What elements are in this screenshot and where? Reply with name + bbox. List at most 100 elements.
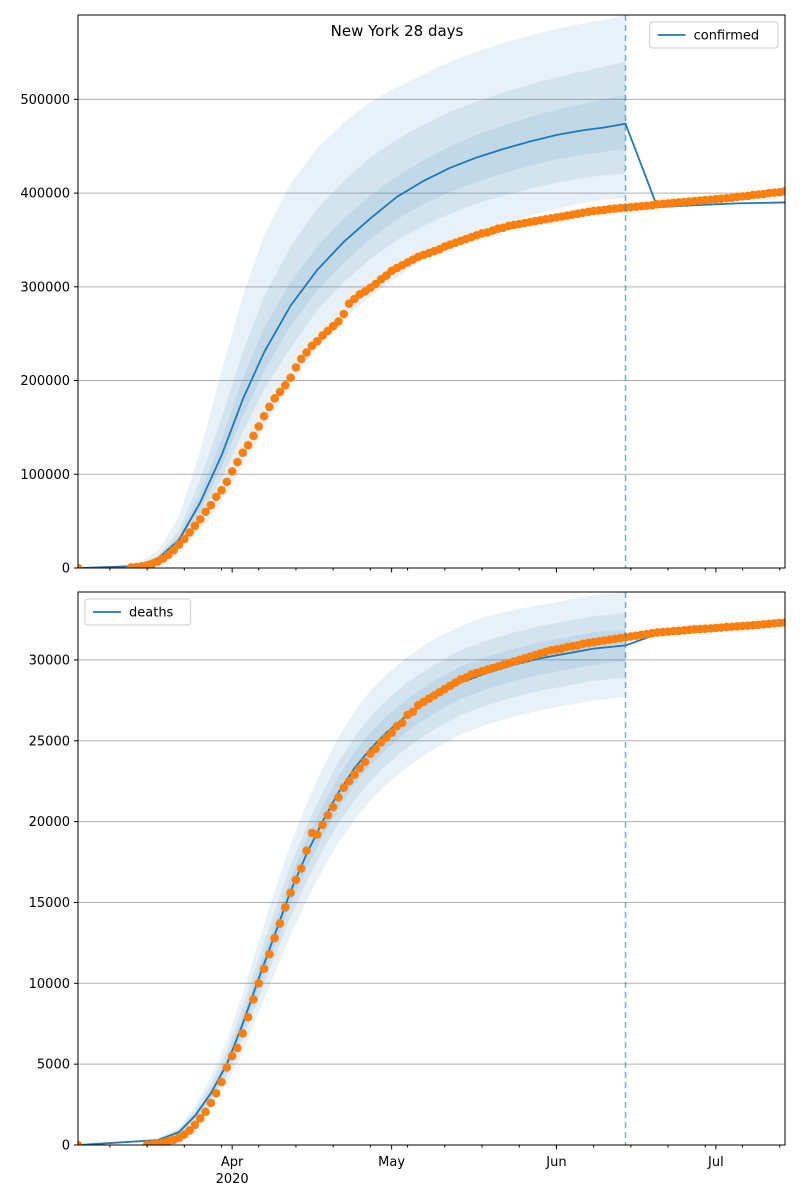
observed-point	[201, 1107, 210, 1117]
observed-point	[201, 507, 210, 517]
y-tick-label: 5000	[37, 1058, 70, 1073]
observed-point	[296, 354, 306, 364]
observed-point	[243, 440, 253, 450]
gridlines	[78, 98, 785, 475]
legend: deaths	[84, 598, 192, 626]
observed-points	[78, 618, 785, 1145]
observed-point	[780, 186, 785, 196]
y-tick-label: 100000	[20, 468, 70, 483]
x-tick-label: May	[378, 1155, 405, 1170]
observed-point	[312, 336, 322, 346]
observed-point	[254, 979, 264, 988]
observed-point	[206, 500, 216, 510]
legend: confirmed	[649, 21, 779, 49]
observed-point	[249, 431, 258, 441]
uncertainty-band-2	[78, 613, 626, 1145]
y-axis: 0 5000 10000 15000 20000 25000 30000	[29, 653, 78, 1154]
observed-point	[206, 1098, 216, 1108]
observed-point	[275, 919, 285, 928]
observed-point	[328, 802, 338, 812]
observed-point	[169, 545, 178, 555]
y-tick-label: 25000	[29, 734, 70, 749]
observed-point	[180, 534, 189, 544]
legend-label: deaths	[129, 606, 174, 621]
gridlines	[78, 659, 785, 1065]
observed-point	[318, 820, 327, 830]
observed-point	[291, 875, 301, 885]
y-tick-label: 30000	[29, 653, 70, 668]
observed-point	[195, 514, 205, 524]
observed-point	[238, 448, 248, 458]
observed-point	[217, 485, 226, 495]
y-tick-label: 10000	[29, 977, 70, 992]
deaths-panel: 0 5000 10000 15000 20000 25000 30000 Apr 2020 May…	[29, 591, 786, 1187]
legend-label: confirmed	[694, 29, 760, 44]
observed-point	[227, 467, 237, 476]
observed-point	[185, 1126, 194, 1135]
observed-point	[195, 1114, 205, 1123]
observed-point	[281, 380, 290, 390]
legend-box	[84, 598, 192, 626]
model-mean-line	[78, 122, 785, 568]
observed-point	[397, 718, 407, 728]
x-tick-label: Apr	[221, 1155, 244, 1170]
observed-point	[185, 528, 194, 537]
observed-point	[78, 563, 83, 568]
observed-point	[286, 888, 295, 898]
observed-point	[265, 949, 274, 959]
observed-point	[174, 540, 184, 549]
observed-point	[211, 492, 221, 502]
figure-title: New York 28 days	[331, 22, 464, 40]
observed-point	[265, 402, 274, 412]
observed-point	[339, 309, 349, 319]
axes-frame	[77, 591, 786, 1146]
y-tick-label: 300000	[20, 280, 70, 295]
x-tick-label: Jul	[707, 1155, 724, 1170]
observed-point	[286, 373, 295, 383]
observed-point	[270, 933, 279, 943]
uncertainty-band-2	[78, 61, 626, 568]
observed-point	[259, 964, 269, 974]
observed-point	[780, 618, 785, 627]
observed-point	[254, 422, 264, 431]
legend-box	[649, 21, 779, 49]
y-tick-label: 0	[62, 1139, 70, 1154]
observed-point	[233, 1043, 242, 1053]
observed-point	[371, 744, 380, 754]
observed-point	[360, 757, 370, 767]
observed-point	[233, 457, 242, 467]
observed-point	[243, 1012, 253, 1022]
confirmed-panel: 0 100000 200000 300000 400000 500000 confirmed	[20, 14, 786, 577]
observed-point	[302, 348, 311, 357]
observed-point	[344, 776, 354, 786]
observed-point	[408, 707, 418, 716]
plot-area	[78, 592, 785, 1145]
observed-point	[334, 793, 343, 802]
observed-point	[312, 830, 322, 839]
y-tick-label: 0	[62, 562, 70, 577]
observed-point	[238, 1029, 248, 1038]
x-axis	[109, 568, 781, 573]
observed-point	[302, 846, 311, 856]
observed-points	[78, 186, 785, 568]
observed-point	[78, 1140, 83, 1145]
y-tick-label: 200000	[20, 374, 70, 389]
observed-point	[211, 1088, 221, 1098]
observed-point	[190, 521, 200, 531]
observed-point	[217, 1077, 226, 1087]
model-mean-line	[78, 621, 785, 1145]
plot-area	[78, 15, 785, 568]
observed-point	[227, 1051, 237, 1061]
observed-point	[339, 783, 349, 792]
observed-point	[270, 394, 279, 403]
observed-point	[291, 363, 301, 372]
observed-point	[387, 728, 396, 737]
observed-point	[275, 387, 285, 397]
observed-point	[249, 995, 258, 1004]
y-tick-label: 15000	[29, 896, 70, 911]
observed-point	[350, 770, 359, 780]
y-tick-label: 500000	[20, 93, 70, 108]
observed-point	[334, 317, 343, 326]
y-tick-label: 400000	[20, 187, 70, 202]
